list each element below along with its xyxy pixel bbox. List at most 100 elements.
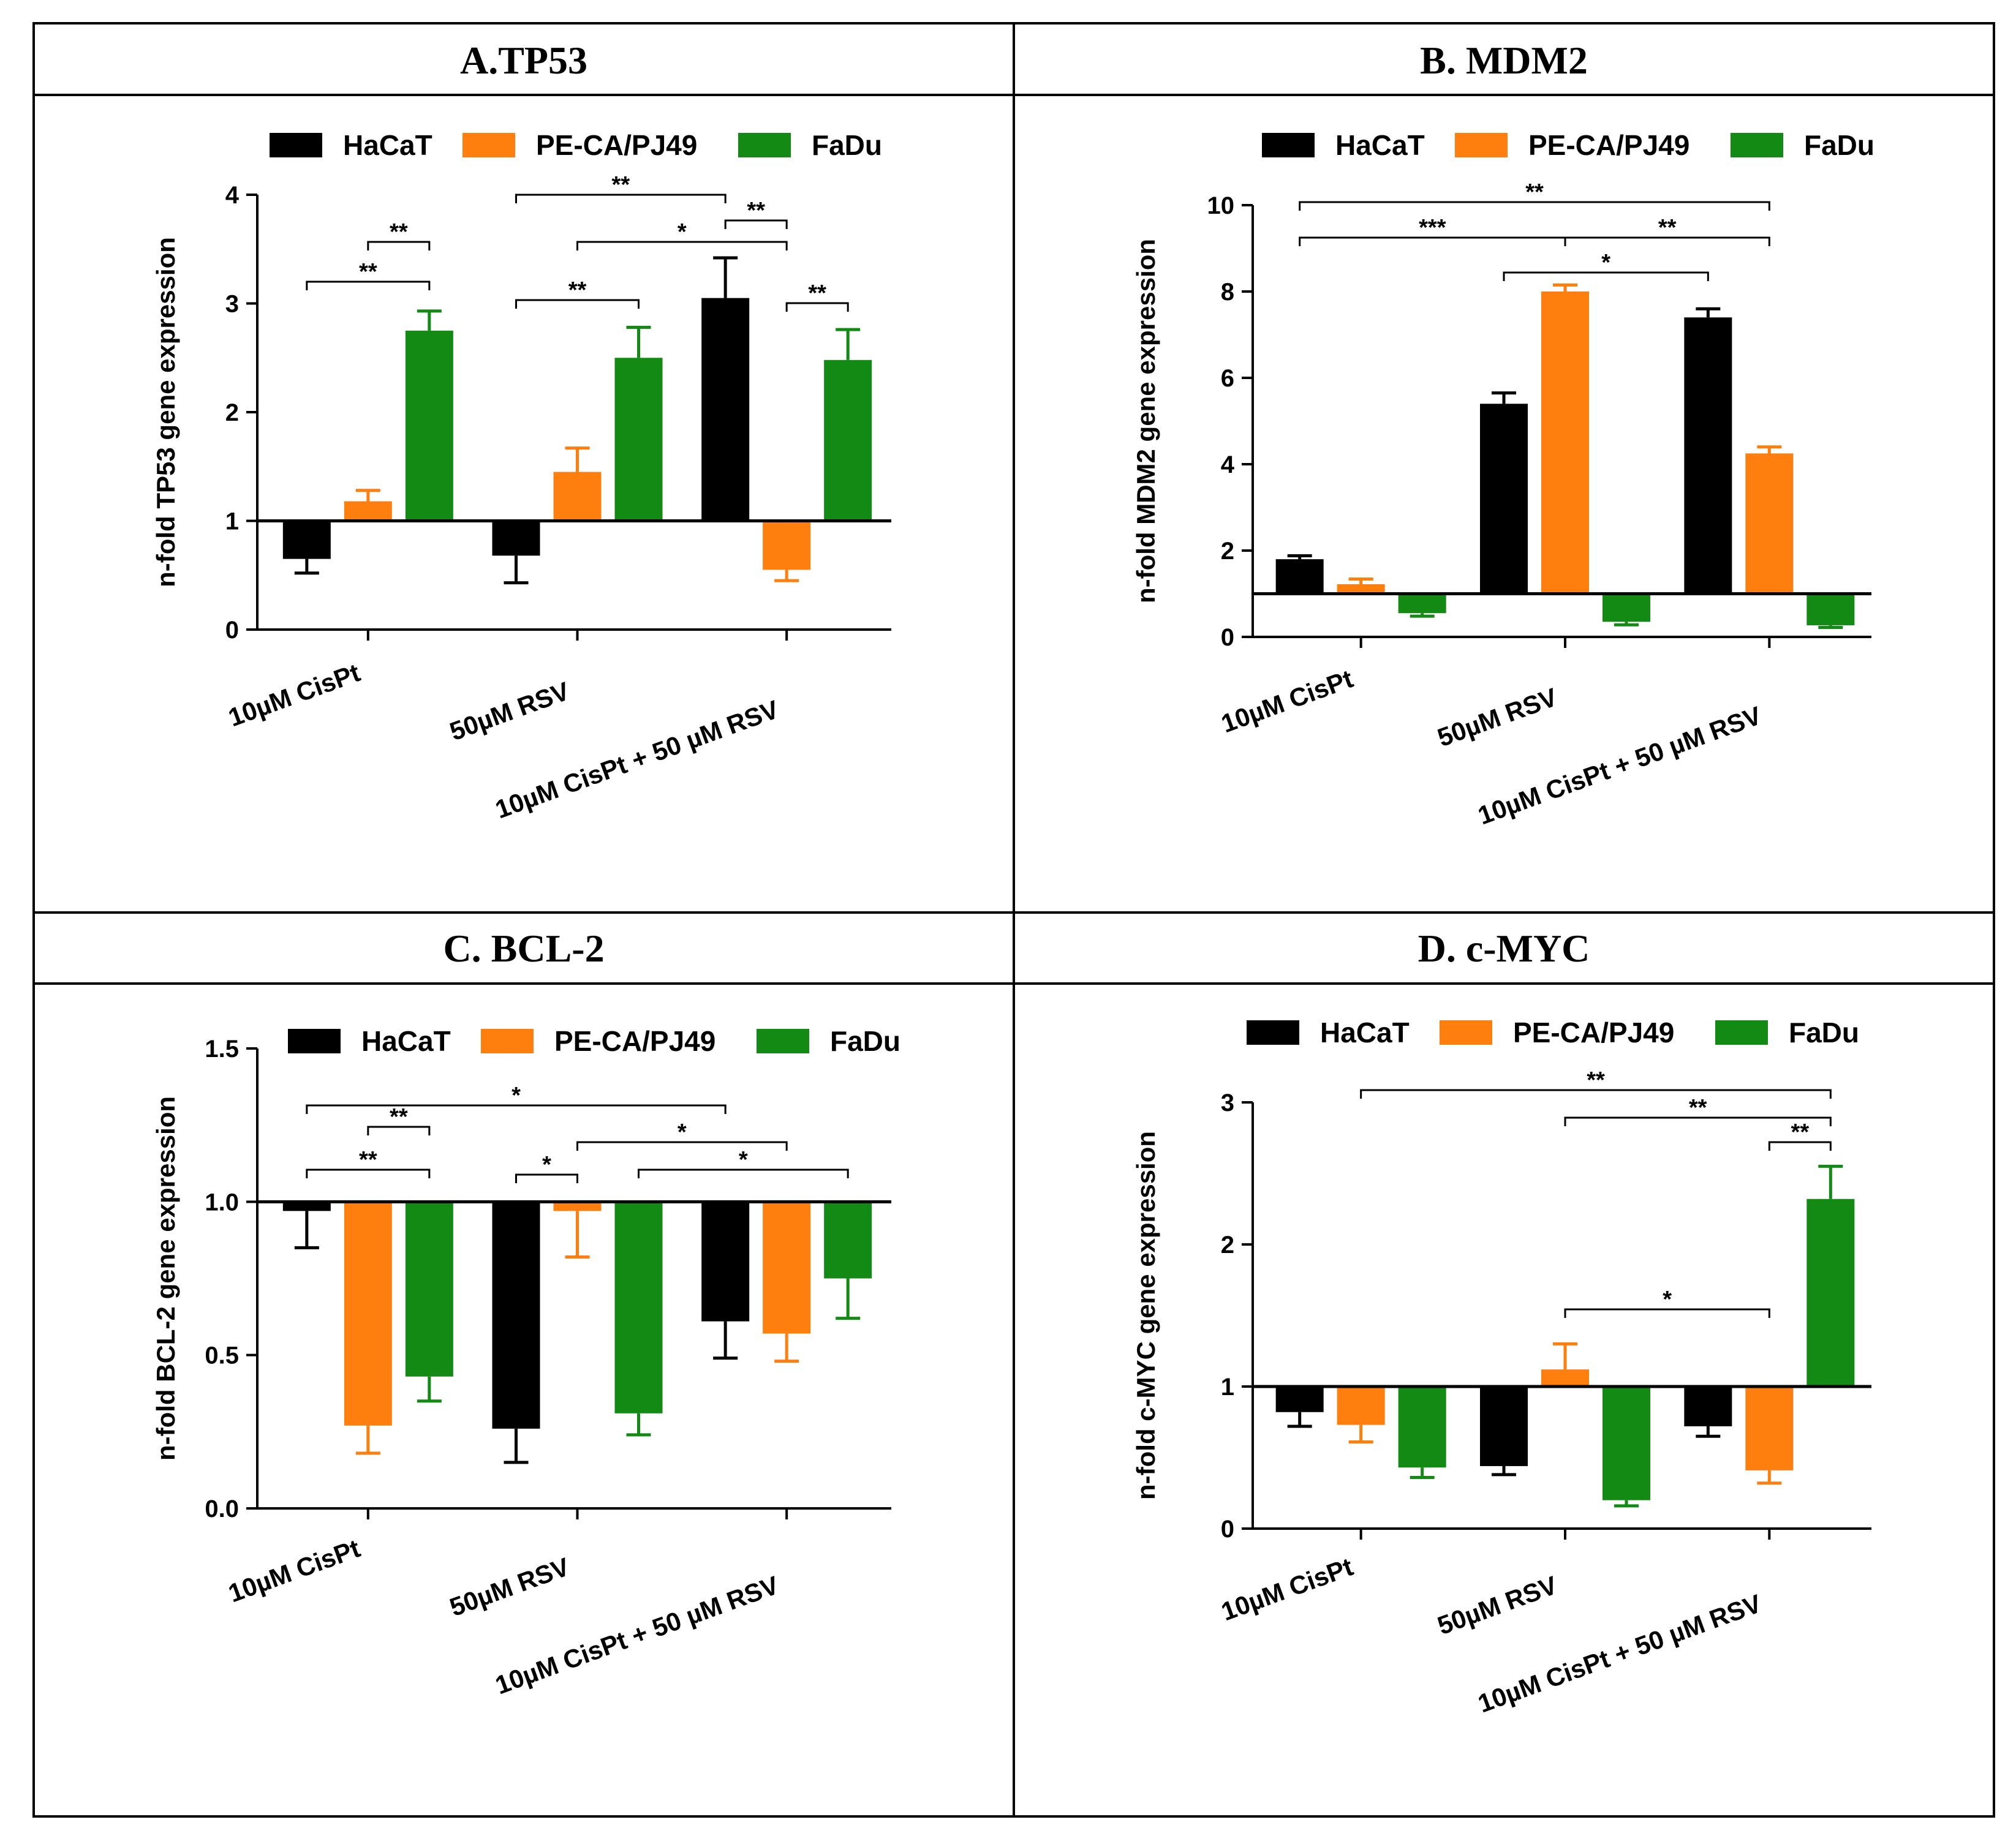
legend-label: PE-CA/PJ49 (1513, 1017, 1674, 1048)
legend-swatch (1440, 1020, 1492, 1045)
significance-label: * (542, 1152, 551, 1178)
panel-title: A.TP53 (460, 39, 587, 82)
y-tick-label: 2 (1221, 1232, 1234, 1259)
significance-bracket (724, 219, 788, 229)
y-tick-label: 1.5 (205, 1036, 239, 1063)
legend-swatch (1731, 133, 1783, 157)
significance-bracket (367, 1126, 431, 1135)
legend-label: PE-CA/PJ49 (536, 129, 697, 161)
bar (492, 1202, 540, 1429)
significance-label: ** (1658, 215, 1677, 241)
significance-label: ** (359, 259, 377, 285)
significance-label: * (678, 1120, 687, 1145)
significance-bracket (306, 1168, 431, 1178)
significance-label: * (512, 1083, 521, 1108)
significance-label: * (678, 219, 687, 245)
bar (1398, 1387, 1446, 1468)
bar (492, 521, 540, 556)
significance-label: * (739, 1147, 748, 1173)
bar (1275, 1387, 1324, 1412)
y-tick-label: 0 (1221, 1516, 1234, 1543)
legend-label: FaDu (1789, 1017, 1859, 1048)
panel-title: C. BCL-2 (443, 927, 604, 970)
bar (614, 1202, 663, 1413)
bar (1480, 404, 1528, 594)
legend-swatch (738, 133, 791, 157)
table-borders (32, 22, 1995, 1818)
legend-label: HaCaT (1320, 1017, 1410, 1048)
legend-label: FaDu (1804, 129, 1874, 161)
legend-label: FaDu (830, 1025, 900, 1057)
bar (553, 472, 602, 521)
significance-bracket (785, 302, 849, 312)
significance-bracket (306, 1104, 727, 1114)
significance-label: ** (1525, 179, 1544, 205)
bar (763, 521, 811, 570)
panel-c-bcl2: C. BCL-2 HaCaT PE-CA/PJ49 FaDu 0.0 0.5 1.0 1.… (151, 927, 900, 1700)
y-tick-label: 1 (1221, 1374, 1234, 1401)
bar (282, 1202, 331, 1211)
legend-label: HaCaT (361, 1025, 451, 1057)
significance-label: ** (612, 172, 630, 198)
legend-label: PE-CA/PJ49 (1528, 129, 1689, 161)
bar (1806, 1199, 1855, 1387)
bar (1603, 1387, 1650, 1500)
legend-label: HaCaT (343, 129, 432, 161)
y-tick-label: 3 (225, 291, 239, 318)
bar (614, 358, 663, 521)
y-axis-label: n-fold BCL-2 gene expression (151, 1096, 180, 1461)
significance-label: ** (808, 280, 826, 306)
significance-bracket (515, 194, 727, 203)
significance-label: ** (1689, 1095, 1707, 1121)
significance-bracket (638, 1168, 849, 1178)
legend-swatch (288, 1029, 341, 1053)
bar (824, 359, 872, 521)
legend-swatch (1455, 133, 1508, 157)
y-tick-label: 3 (1221, 1089, 1234, 1116)
bar (1398, 593, 1446, 614)
y-axis-label: n-fold MDM2 gene expression (1131, 239, 1160, 603)
legend-swatch (1247, 1020, 1299, 1045)
significance-bracket (1564, 236, 1770, 246)
bar (405, 330, 453, 521)
legend-swatch (481, 1029, 534, 1053)
y-tick-label: 0 (225, 617, 239, 644)
significance-label: ** (390, 219, 408, 245)
panel-title: B. MDM2 (1420, 39, 1588, 82)
bar (1684, 1387, 1732, 1426)
significance-bracket (306, 280, 431, 290)
significance-bracket (576, 241, 788, 250)
y-tick-label: 6 (1221, 365, 1234, 392)
bar (282, 521, 331, 559)
y-tick-label: 0.0 (205, 1496, 239, 1522)
significance-bracket (1768, 1141, 1832, 1151)
y-tick-label: 4 (225, 182, 240, 209)
significance-bracket (1564, 1116, 1832, 1126)
significance-label: ** (1587, 1067, 1605, 1093)
significance-bracket (1299, 201, 1770, 211)
significance-label: ** (568, 277, 587, 303)
y-tick-label: 10 (1207, 192, 1235, 219)
y-tick-label: 2 (1221, 538, 1234, 565)
significance-bracket (515, 1173, 578, 1183)
significance-bracket (1503, 271, 1709, 281)
bar (1603, 593, 1650, 622)
bar (701, 298, 750, 521)
significance-bracket (576, 1141, 788, 1151)
significance-bracket (1564, 1308, 1770, 1318)
bar (344, 1202, 392, 1426)
legend-label: PE-CA/PJ49 (554, 1025, 715, 1057)
bar (1275, 559, 1324, 594)
significance-label: ** (359, 1147, 377, 1173)
bar (1541, 292, 1589, 594)
significance-label: * (1663, 1287, 1672, 1312)
legend-label: HaCaT (1335, 129, 1425, 161)
legend-swatch (1262, 133, 1315, 157)
bar (405, 1202, 453, 1377)
legend-swatch (270, 133, 322, 157)
legend-swatch (462, 133, 515, 157)
bar (1541, 1369, 1589, 1387)
bar (344, 501, 392, 521)
